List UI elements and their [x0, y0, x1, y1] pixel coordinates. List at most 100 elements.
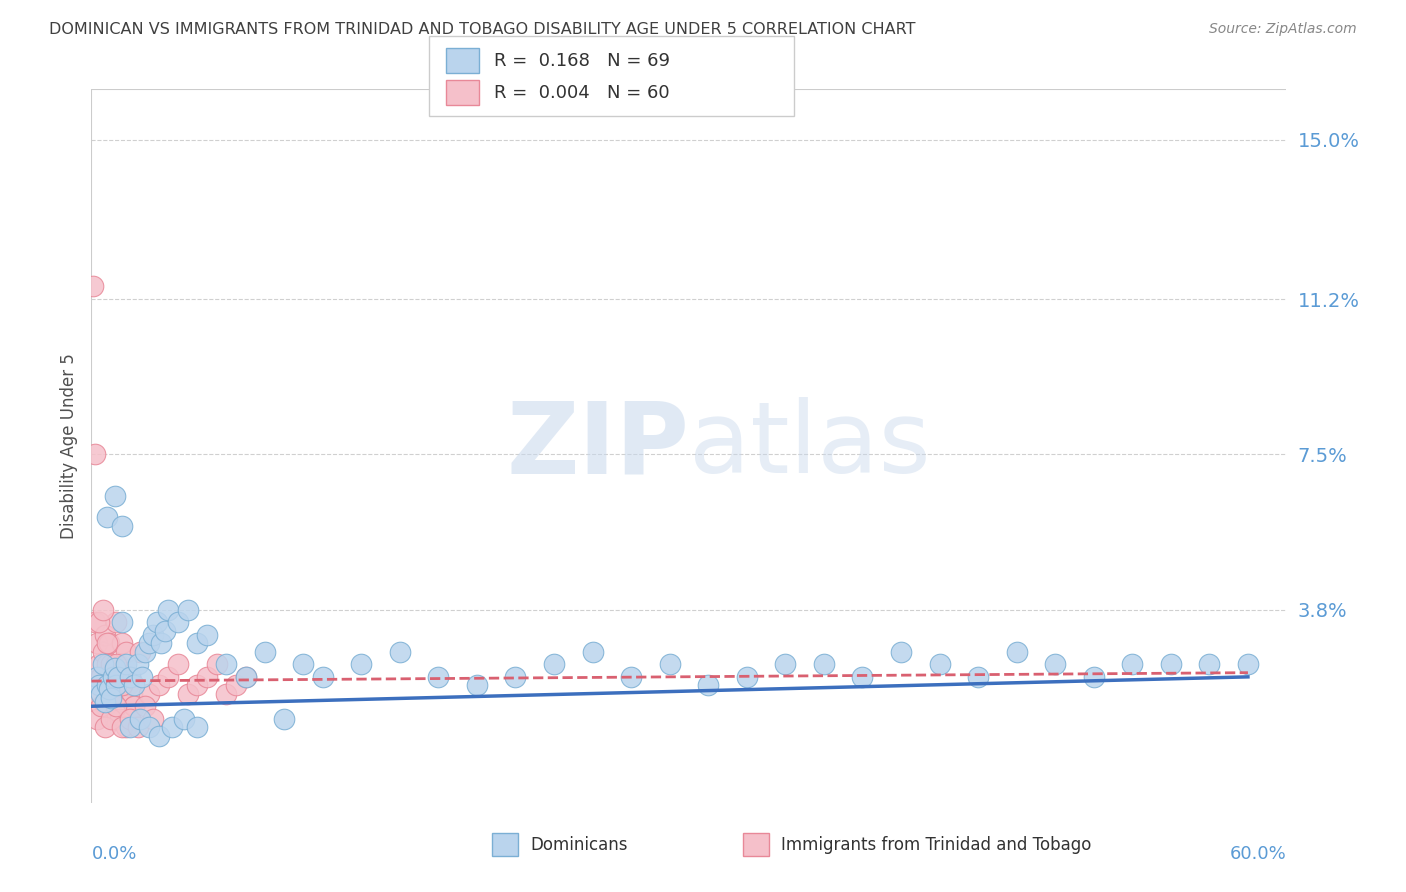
Point	[195, 670, 218, 684]
Point	[100, 712, 122, 726]
Point	[96, 678, 118, 692]
Point	[87, 657, 110, 672]
Point	[292, 657, 315, 672]
Point	[84, 447, 107, 461]
Point	[103, 661, 125, 675]
Point	[118, 670, 141, 684]
Point	[91, 603, 114, 617]
Point	[94, 720, 117, 734]
Point	[186, 720, 208, 734]
Point	[94, 695, 117, 709]
Point	[177, 687, 200, 701]
Point	[162, 720, 184, 734]
Text: Dominicans: Dominicans	[530, 836, 627, 854]
Point	[177, 603, 200, 617]
Text: R =  0.168   N = 69: R = 0.168 N = 69	[494, 52, 669, 70]
Point	[134, 645, 156, 659]
Point	[97, 678, 120, 692]
Point	[90, 687, 112, 701]
Point	[115, 720, 138, 734]
Point	[118, 670, 141, 684]
Point	[775, 657, 797, 672]
Point	[118, 670, 141, 684]
Point	[112, 670, 135, 684]
Y-axis label: Disability Age Under 5: Disability Age Under 5	[59, 353, 77, 539]
Point	[91, 657, 114, 672]
Point	[111, 636, 134, 650]
Point	[186, 678, 208, 692]
Point	[134, 699, 156, 714]
Point	[115, 645, 138, 659]
Point	[167, 657, 190, 672]
Point	[1043, 657, 1066, 672]
Point	[138, 687, 160, 701]
Point	[110, 687, 132, 701]
Point	[312, 670, 335, 684]
Text: DOMINICAN VS IMMIGRANTS FROM TRINIDAD AND TOBAGO DISABILITY AGE UNDER 5 CORRELAT: DOMINICAN VS IMMIGRANTS FROM TRINIDAD AN…	[49, 22, 915, 37]
Point	[96, 657, 118, 672]
Point	[115, 657, 138, 672]
Point	[153, 624, 176, 638]
Point	[235, 670, 257, 684]
Point	[581, 645, 603, 659]
Point	[101, 687, 124, 701]
Text: 60.0%: 60.0%	[1230, 845, 1286, 863]
Point	[110, 712, 132, 726]
Point	[122, 699, 145, 714]
Point	[427, 670, 450, 684]
Point	[138, 636, 160, 650]
Point	[235, 670, 257, 684]
Point	[96, 636, 118, 650]
Point	[100, 657, 122, 672]
Point	[148, 678, 170, 692]
Point	[103, 489, 125, 503]
Point	[90, 699, 112, 714]
Text: Immigrants from Trinidad and Tobago: Immigrants from Trinidad and Tobago	[780, 836, 1091, 854]
Point	[121, 687, 143, 701]
Point	[195, 628, 218, 642]
Point	[122, 699, 145, 714]
FancyBboxPatch shape	[742, 833, 769, 856]
Point	[127, 657, 149, 672]
Point	[253, 645, 276, 659]
Point	[107, 670, 129, 684]
Point	[173, 712, 195, 726]
Point	[697, 678, 720, 692]
Point	[620, 670, 643, 684]
Point	[1160, 657, 1182, 672]
Point	[186, 636, 208, 650]
Point	[122, 678, 145, 692]
Text: 0.0%: 0.0%	[91, 845, 136, 863]
Point	[107, 657, 129, 672]
Point	[350, 657, 373, 672]
Point	[96, 510, 118, 524]
Point	[111, 615, 134, 630]
Point	[142, 628, 165, 642]
Point	[928, 657, 950, 672]
Point	[388, 645, 411, 659]
Point	[100, 670, 122, 684]
Point	[543, 657, 565, 672]
Point	[86, 712, 108, 726]
Point	[105, 699, 128, 714]
Point	[111, 720, 134, 734]
Point	[658, 657, 681, 672]
Point	[1005, 645, 1028, 659]
Point	[142, 712, 165, 726]
Point	[103, 712, 125, 726]
Point	[86, 687, 108, 701]
Point	[131, 670, 153, 684]
Point	[146, 615, 169, 630]
Point	[167, 615, 190, 630]
Point	[117, 678, 139, 692]
Point	[138, 720, 160, 734]
FancyBboxPatch shape	[492, 833, 517, 856]
Point	[127, 720, 149, 734]
Point	[94, 699, 117, 714]
Point	[82, 279, 104, 293]
Point	[128, 645, 150, 659]
Point	[205, 657, 228, 672]
Text: ZIP: ZIP	[506, 398, 689, 494]
Point	[87, 615, 110, 630]
Point	[111, 678, 134, 692]
